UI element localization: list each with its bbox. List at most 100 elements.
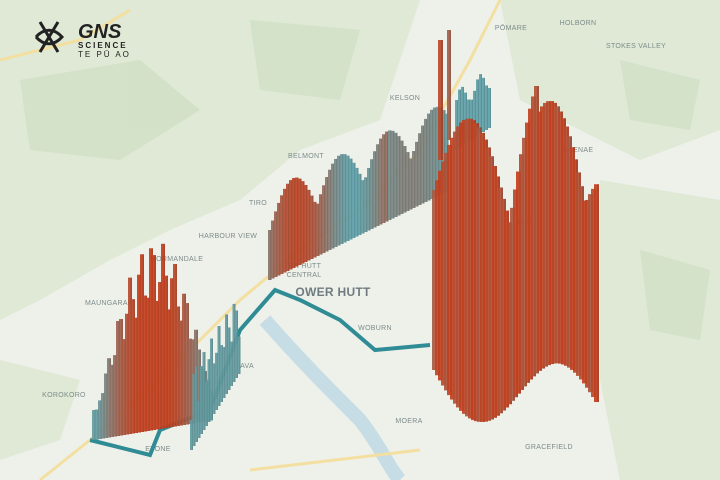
bar <box>367 168 371 231</box>
bar <box>210 338 213 418</box>
bar <box>555 106 560 364</box>
bar <box>406 152 410 211</box>
bar <box>456 126 461 408</box>
bar <box>192 373 196 446</box>
bar-shade <box>483 77 485 132</box>
bar <box>161 243 165 429</box>
bar <box>388 130 392 220</box>
bar <box>92 410 96 440</box>
bar-shade <box>375 151 377 228</box>
bar-shade <box>294 178 296 268</box>
bar <box>274 211 278 277</box>
bar <box>286 183 290 271</box>
bar <box>442 110 446 193</box>
bar <box>322 185 326 253</box>
bar <box>444 152 449 391</box>
place-label: WOBURN <box>358 325 392 332</box>
bar-shade <box>420 133 422 205</box>
bar-shade <box>411 158 413 210</box>
bar <box>190 420 193 450</box>
bar <box>479 74 482 134</box>
bar <box>295 177 299 267</box>
bar <box>167 309 171 428</box>
bar <box>149 248 153 431</box>
bar <box>585 199 590 388</box>
bar <box>464 92 467 144</box>
bar-shade <box>423 125 425 204</box>
bar <box>459 122 464 411</box>
bar-shade <box>239 336 241 374</box>
bar-shade <box>441 40 443 160</box>
bar <box>164 275 168 428</box>
bar-shade <box>312 195 314 259</box>
bar-shade <box>282 195 284 274</box>
bar <box>397 136 401 216</box>
bar <box>202 352 206 430</box>
bar <box>222 346 226 398</box>
bar-shade <box>408 152 410 211</box>
bar <box>307 189 311 261</box>
bar <box>415 141 419 207</box>
bar <box>113 355 117 437</box>
bar <box>232 303 236 382</box>
bar-shade <box>191 420 193 450</box>
bar <box>495 176 500 416</box>
bar-shade <box>206 382 208 426</box>
bar <box>421 125 425 204</box>
bar <box>128 277 132 434</box>
bar <box>594 184 599 403</box>
bar-shade <box>273 220 275 279</box>
bar-shade <box>366 177 368 232</box>
bar <box>125 313 129 435</box>
bar <box>436 106 440 196</box>
bar <box>370 159 374 229</box>
place-label: HOLBORN <box>560 20 597 27</box>
bar <box>501 198 506 411</box>
bar <box>361 180 365 234</box>
bar <box>110 364 114 437</box>
bar-shade <box>414 151 416 208</box>
place-label: KELSON <box>390 95 420 102</box>
bar <box>268 230 272 280</box>
bar-shade <box>456 100 458 150</box>
bar <box>155 300 159 430</box>
bar-shade <box>345 154 347 243</box>
bar-shade <box>309 189 311 261</box>
bar-shade <box>201 366 203 434</box>
place-label: MAUNGARAKI <box>85 300 135 307</box>
route <box>89 287 431 458</box>
bar <box>516 171 521 394</box>
bar <box>200 366 203 434</box>
bar <box>173 264 177 427</box>
bar <box>227 327 231 390</box>
bar-shade <box>214 363 216 414</box>
bar <box>465 118 470 417</box>
bar <box>137 274 141 433</box>
bar-shade <box>402 140 404 214</box>
bar <box>564 126 569 366</box>
bar-shade <box>342 154 344 244</box>
bar <box>313 201 317 258</box>
bar-shade <box>236 310 238 378</box>
bar <box>349 158 353 240</box>
bar <box>170 278 174 427</box>
bar <box>158 282 162 429</box>
place-label: MOERA <box>395 418 422 425</box>
bar <box>343 154 347 243</box>
bar <box>409 158 413 210</box>
bar <box>438 170 443 381</box>
river <box>259 315 406 480</box>
bar <box>107 358 111 438</box>
bar-shade <box>597 184 599 403</box>
bar <box>337 155 341 246</box>
bar <box>455 100 458 150</box>
bar <box>453 131 458 404</box>
bar <box>225 314 228 394</box>
bar-shade <box>333 163 335 249</box>
bar <box>304 184 308 262</box>
bar-shade <box>285 188 287 273</box>
bar <box>185 303 189 425</box>
bar <box>489 156 494 420</box>
bar <box>152 255 156 430</box>
bar-shade <box>357 167 359 237</box>
